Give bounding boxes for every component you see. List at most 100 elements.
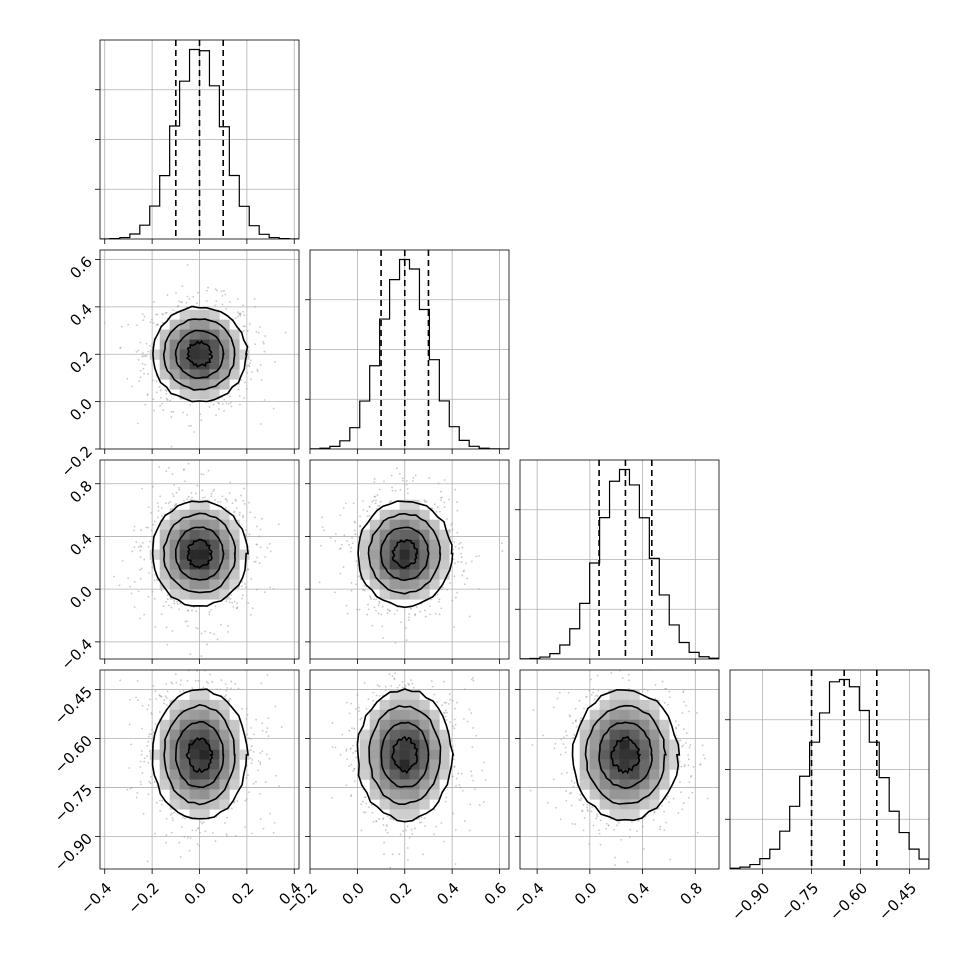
- sample-point: [684, 742, 687, 744]
- density-cell: [599, 799, 610, 810]
- sample-point: [377, 505, 380, 507]
- sample-point: [246, 713, 249, 716]
- sample-point: [146, 745, 149, 747]
- sample-point: [453, 707, 456, 710]
- sample-point: [219, 688, 222, 691]
- density-cell: [219, 799, 230, 810]
- density-cell: [619, 779, 630, 790]
- sample-point: [553, 634, 555, 636]
- sample-point: [165, 817, 168, 820]
- sample-point: [367, 698, 370, 701]
- contour-level-0: [185, 737, 214, 774]
- density-cell: [219, 369, 230, 380]
- sample-point: [353, 520, 356, 523]
- sample-point: [143, 760, 146, 763]
- sample-point: [359, 515, 361, 518]
- sample-point: [143, 613, 146, 616]
- sample-point: [175, 681, 178, 684]
- sample-point: [170, 606, 173, 609]
- sample-point: [368, 806, 370, 809]
- sample-point: [251, 759, 254, 761]
- sample-point: [470, 678, 473, 681]
- density-cell: [199, 809, 210, 820]
- sample-point: [164, 312, 167, 314]
- sample-point: [582, 803, 585, 806]
- sample-point: [420, 821, 423, 824]
- density-cell: [159, 719, 170, 730]
- sample-point: [128, 767, 131, 769]
- sample-point: [161, 402, 163, 405]
- sample-point: [352, 752, 355, 754]
- density-cell: [369, 729, 380, 740]
- sample-point: [253, 298, 256, 300]
- density-cell: [179, 699, 190, 711]
- sample-point: [267, 735, 270, 738]
- sample-point: [436, 593, 439, 596]
- density-cell: [439, 549, 450, 560]
- sample-point: [339, 753, 342, 756]
- density-cell: [189, 559, 200, 570]
- density-cell: [169, 739, 180, 750]
- sample-point: [169, 814, 172, 816]
- sample-point: [186, 625, 189, 627]
- density-cell: [369, 519, 380, 530]
- sample-point: [158, 711, 161, 713]
- sample-point: [379, 500, 382, 503]
- density-cell: [219, 329, 230, 340]
- density-cell: [229, 579, 240, 590]
- sample-point: [250, 359, 252, 362]
- sample-point: [351, 542, 354, 545]
- sample-point: [418, 821, 421, 824]
- sample-point: [259, 761, 262, 764]
- sample-point: [267, 717, 270, 719]
- sample-point: [253, 560, 256, 563]
- sample-point: [382, 818, 385, 820]
- sample-point: [637, 819, 640, 822]
- density-cell: [409, 499, 420, 511]
- contour-level-0: [610, 735, 642, 775]
- sample-point: [683, 765, 686, 768]
- density-cell: [389, 559, 400, 570]
- sample-point: [569, 792, 572, 795]
- sample-point: [378, 685, 381, 688]
- sample-point: [166, 294, 169, 296]
- sample-point: [399, 488, 402, 491]
- density-cell: [379, 549, 390, 560]
- sample-point: [473, 788, 476, 791]
- sample-point: [578, 799, 580, 801]
- sample-point: [166, 594, 169, 596]
- sample-point: [361, 500, 364, 502]
- sample-point: [696, 831, 699, 834]
- contour-level-1: [174, 329, 225, 379]
- sample-point: [147, 506, 150, 509]
- sample-point: [382, 824, 385, 826]
- density-cell: [659, 769, 670, 780]
- sample-point: [631, 821, 633, 823]
- density-cell: [369, 539, 380, 550]
- sample-point: [571, 722, 574, 724]
- density-cell: [179, 309, 190, 320]
- sample-point: [590, 810, 593, 813]
- sample-point: [171, 507, 174, 510]
- density-cell: [579, 729, 590, 740]
- density-cell: [629, 719, 640, 730]
- density-cell: [379, 719, 390, 730]
- sample-point: [154, 625, 157, 628]
- density-cell: [219, 589, 230, 600]
- density-cell: [169, 709, 180, 721]
- sample-point: [263, 399, 266, 401]
- sample-point: [367, 636, 369, 638]
- sample-point: [653, 811, 656, 814]
- sample-point: [139, 568, 141, 571]
- sample-point: [152, 731, 155, 734]
- density-cell: [169, 549, 180, 560]
- sample-point: [169, 508, 172, 511]
- scatter-panel-2-0: −0.40.00.40.8: [58, 459, 300, 674]
- density-cell: [219, 789, 230, 800]
- density-cell: [589, 739, 600, 750]
- sample-point: [414, 474, 417, 477]
- sample-point: [472, 679, 475, 682]
- sample-point: [358, 710, 361, 713]
- sample-point: [139, 760, 142, 763]
- density-cell: [369, 769, 380, 780]
